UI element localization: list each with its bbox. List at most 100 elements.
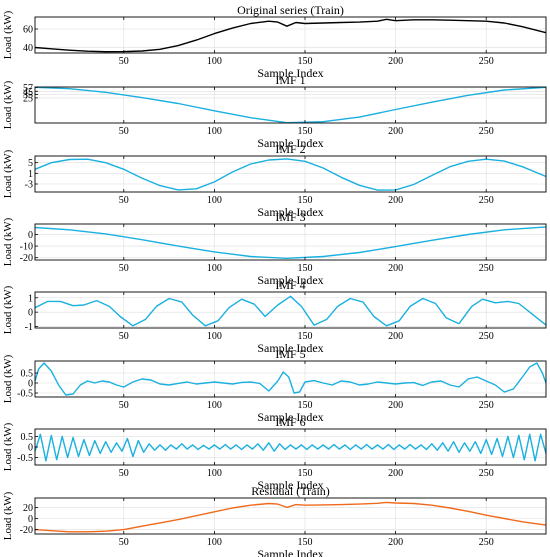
x-axis-label: Sample Index bbox=[257, 136, 323, 150]
y-tick-label: 0 bbox=[28, 443, 33, 454]
series-line bbox=[34, 18, 547, 53]
x-tick-label: 200 bbox=[388, 468, 403, 479]
panel-1: 50 100 150 200 250 40 60 Original series (Train… bbox=[2, 3, 547, 80]
x-axis-label: Sample Index bbox=[257, 273, 323, 287]
x-tick-label: 250 bbox=[479, 400, 494, 411]
y-tick-label: 40 bbox=[23, 43, 33, 54]
y-tick-label: 0 bbox=[28, 379, 33, 390]
y-tick-label: 0.5 bbox=[21, 432, 34, 443]
panel-4: 50 100 150 200 250 0-10-20 IMF 3 Sample Index Lo… bbox=[2, 210, 547, 287]
x-tick-label: 250 bbox=[479, 537, 494, 548]
series-line bbox=[34, 501, 547, 533]
x-tick-label: 250 bbox=[479, 195, 494, 206]
x-tick-label: 250 bbox=[479, 126, 494, 137]
x-tick-label: 100 bbox=[207, 263, 222, 274]
x-axis-label: Sample Index bbox=[257, 205, 323, 219]
x-tick-label: 50 bbox=[119, 331, 129, 342]
series-line bbox=[34, 158, 547, 191]
x-tick-label: 100 bbox=[207, 468, 222, 479]
y-axis-label: Load (kW) bbox=[2, 149, 14, 198]
y-axis-label: Load (kW) bbox=[2, 217, 14, 266]
x-tick-label: 250 bbox=[479, 331, 494, 342]
x-tick-label: 200 bbox=[388, 263, 403, 274]
y-tick-label: 1 bbox=[28, 169, 33, 180]
y-tick-label: 45 bbox=[23, 87, 33, 98]
x-tick-label: 150 bbox=[297, 195, 312, 206]
x-tick-label: 200 bbox=[388, 56, 403, 67]
x-tick-label: 50 bbox=[119, 126, 129, 137]
x-axis-label: Sample Index bbox=[257, 341, 323, 355]
plot-frame bbox=[34, 291, 547, 329]
x-tick-label: 50 bbox=[119, 400, 129, 411]
panel-title: IMF 4 bbox=[275, 278, 305, 292]
panel-title: Residual (Train) bbox=[251, 484, 330, 498]
x-tick-label: 50 bbox=[119, 468, 129, 479]
x-tick-label: 250 bbox=[479, 56, 494, 67]
panel-6: 50 100 150 200 250 0.50-0.5 IMF 5 Sample Index L… bbox=[2, 347, 547, 424]
y-tick-label: -0.5 bbox=[17, 389, 33, 400]
x-tick-label: 150 bbox=[297, 400, 312, 411]
y-tick-label: -20 bbox=[20, 253, 33, 264]
y-tick-label: 35 bbox=[23, 90, 33, 101]
x-tick-label: 150 bbox=[297, 468, 312, 479]
x-tick-label: 100 bbox=[207, 126, 222, 137]
plot-frame bbox=[34, 16, 547, 54]
y-tick-label: -3 bbox=[25, 180, 33, 191]
x-axis-label: Sample Index bbox=[257, 66, 323, 80]
y-tick-label: -10 bbox=[20, 242, 33, 253]
series-line bbox=[34, 226, 547, 259]
x-tick-label: 50 bbox=[119, 537, 129, 548]
panel-title: Original series (Train) bbox=[237, 3, 344, 17]
x-tick-label: 200 bbox=[388, 400, 403, 411]
panel-title: IMF 5 bbox=[275, 347, 305, 361]
panel-title: IMF 2 bbox=[275, 142, 305, 156]
y-axis-label: Load (kW) bbox=[2, 285, 14, 334]
panel-title: IMF 1 bbox=[275, 73, 305, 87]
y-tick-label: -1 bbox=[25, 322, 33, 333]
series-line bbox=[34, 362, 547, 396]
plot-frame bbox=[34, 155, 547, 193]
x-tick-label: 100 bbox=[207, 56, 222, 67]
y-axis-label: Load (kW) bbox=[2, 354, 14, 403]
x-tick-label: 150 bbox=[297, 537, 312, 548]
series-line bbox=[34, 86, 547, 124]
x-tick-label: 200 bbox=[388, 331, 403, 342]
y-axis-label: Load (kW) bbox=[2, 422, 14, 471]
x-tick-label: 200 bbox=[388, 195, 403, 206]
series-line bbox=[34, 295, 547, 327]
panel-3: 50 100 150 200 250 51-3 IMF 2 Sample Index Load … bbox=[2, 142, 547, 219]
x-tick-label: 50 bbox=[119, 56, 129, 67]
x-tick-label: 100 bbox=[207, 195, 222, 206]
y-tick-label: 20 bbox=[23, 503, 33, 514]
x-axis-label: Sample Index bbox=[257, 478, 323, 492]
x-axis-label: Sample Index bbox=[257, 547, 323, 557]
x-tick-label: 100 bbox=[207, 331, 222, 342]
x-tick-label: 150 bbox=[297, 126, 312, 137]
y-tick-label: 0.5 bbox=[21, 369, 34, 380]
y-tick-label: 0 bbox=[28, 230, 33, 241]
y-tick-label: 60 bbox=[23, 25, 33, 36]
x-tick-label: 200 bbox=[388, 537, 403, 548]
x-tick-label: 250 bbox=[479, 468, 494, 479]
plot-frame bbox=[34, 86, 547, 124]
y-tick-label: 5 bbox=[28, 158, 33, 169]
panel-title: IMF 6 bbox=[275, 415, 305, 429]
y-tick-label: -0.5 bbox=[17, 453, 33, 464]
y-tick-label: 0 bbox=[28, 308, 33, 319]
x-tick-label: 150 bbox=[297, 56, 312, 67]
x-tick-label: 250 bbox=[479, 263, 494, 274]
x-tick-label: 50 bbox=[119, 263, 129, 274]
y-axis-label: Load (kW) bbox=[2, 491, 14, 540]
y-tick-label: 25 bbox=[23, 93, 33, 104]
x-tick-label: 150 bbox=[297, 263, 312, 274]
x-tick-label: 100 bbox=[207, 537, 222, 548]
panel-5: 50 100 150 200 250 1 0 -1 IMF 4 Sample Index Load … bbox=[2, 278, 547, 355]
x-tick-label: 150 bbox=[297, 331, 312, 342]
series-line bbox=[34, 433, 547, 462]
y-tick-label: 57 bbox=[23, 83, 33, 94]
plot-frame bbox=[34, 223, 547, 261]
x-tick-label: 50 bbox=[119, 195, 129, 206]
panel-title: IMF 3 bbox=[275, 210, 305, 224]
